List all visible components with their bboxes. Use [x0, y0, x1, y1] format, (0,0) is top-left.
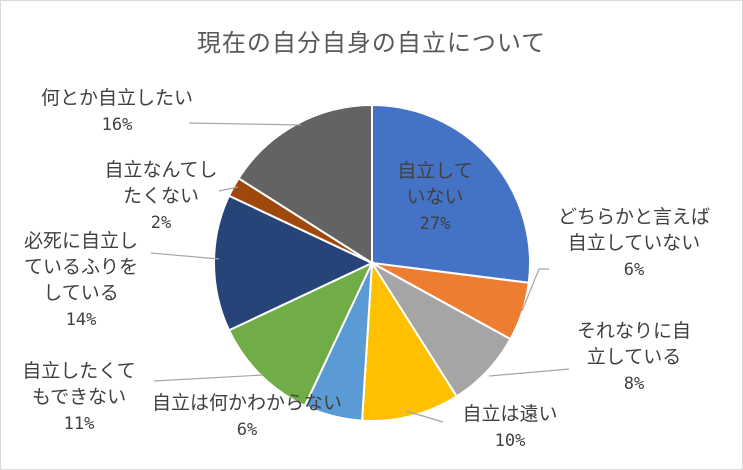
slice-label-1: 自立していない 27% [397, 160, 472, 234]
slice-value-label: 16% [102, 115, 133, 135]
pie-slice-7 [213, 194, 375, 332]
slice-value-label: 14% [66, 310, 97, 330]
slice-value-label: 2% [151, 213, 171, 233]
pie-slice-4 [361, 259, 459, 422]
leader-line-8 [218, 186, 239, 192]
slice-value-label: 6% [624, 260, 644, 280]
slice-label-text: 何とか自立したい [41, 87, 193, 109]
slice-label-text: 立している [587, 346, 681, 368]
leader-line-2 [521, 268, 549, 312]
slice-label-text: たくない [123, 185, 199, 207]
slice-label-5: 自立は何かわからない 6% [152, 392, 342, 440]
slice-value-label: 10% [495, 431, 526, 451]
slice-label-text: している [43, 282, 118, 304]
slice-label-text: 自立したくて [22, 360, 135, 382]
slice-label-text: いない [406, 186, 463, 208]
slice-value-label: 27% [420, 214, 451, 234]
slice-label-text: 自立は遠い [462, 403, 557, 425]
slice-label-9: 何とか自立したい 16% [41, 87, 193, 135]
slice-value-label: 11% [64, 414, 95, 434]
chart-title: 現在の自分自身の自立について [196, 29, 547, 57]
slice-label-text: ているふりを [24, 256, 138, 278]
slice-label-text: 自立は何かわからない [152, 392, 342, 414]
leader-line-9 [188, 122, 302, 126]
pie-slice-1 [371, 103, 531, 284]
slice-label-text: もできない [32, 386, 126, 408]
slice-label-text: 自立していない [568, 232, 700, 254]
slice-label-text: 必死に自立し [24, 230, 138, 252]
slice-value-label: 8% [624, 374, 644, 394]
leader-line-4 [405, 410, 444, 423]
slice-value-label: 6% [237, 420, 257, 440]
leader-line-7 [150, 252, 220, 260]
slice-label-text: どちらかと言えば [558, 206, 710, 228]
slice-label-text: それなりに自 [577, 320, 691, 342]
slice-label-text: 自立なんてし [104, 159, 217, 181]
slice-label-4: 自立は遠い 10% [462, 403, 557, 451]
leader-line-3 [488, 368, 570, 377]
slice-label-text: 自立して [397, 160, 472, 182]
leader-line-6 [153, 374, 264, 382]
